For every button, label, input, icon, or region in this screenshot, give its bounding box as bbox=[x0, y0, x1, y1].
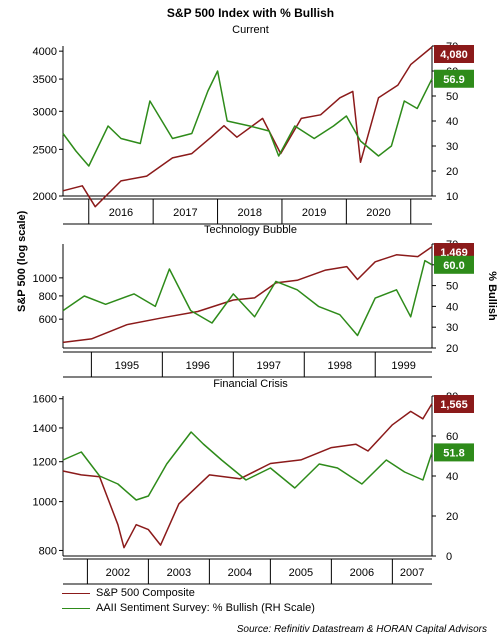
badge-label: 56.9 bbox=[443, 74, 464, 86]
legend-label: S&P 500 Composite bbox=[96, 587, 195, 599]
sp500-series-line bbox=[62, 46, 433, 208]
x-tick-label: 2004 bbox=[228, 567, 252, 579]
y-tick-label: 800 bbox=[39, 545, 57, 557]
y-tick-label: 3000 bbox=[33, 106, 57, 118]
y-tick-label: 1600 bbox=[33, 394, 57, 406]
x-tick-label: 2017 bbox=[173, 207, 197, 219]
legend-swatch bbox=[62, 608, 90, 609]
y-tick-label: 3500 bbox=[33, 74, 57, 86]
badge-label: 4,080 bbox=[440, 49, 468, 61]
panel-title-financial-crisis: Financial Crisis bbox=[213, 378, 288, 390]
legend-label: AAII Sentiment Survey: % Bullish (RH Sca… bbox=[96, 602, 315, 614]
sp500-value-badge bbox=[434, 45, 474, 63]
badge-label: 1,565 bbox=[440, 399, 468, 411]
y2-tick-label: 50 bbox=[446, 281, 458, 293]
x-tick-label: 2006 bbox=[350, 567, 374, 579]
x-tick-label: 2005 bbox=[289, 567, 313, 579]
x-tick-label: 1995 bbox=[115, 360, 139, 372]
x-tick-label: 2019 bbox=[302, 207, 326, 219]
y-tick-label: 1200 bbox=[33, 457, 57, 469]
y-tick-label: 2500 bbox=[33, 144, 57, 156]
badge-label: 60.0 bbox=[443, 260, 464, 272]
y2-tick-label: 40 bbox=[446, 116, 458, 128]
sp500-series-line bbox=[62, 246, 433, 344]
x-tick-label: 1997 bbox=[257, 360, 281, 372]
bullish-series-line bbox=[62, 259, 433, 337]
y2-tick-label: 60 bbox=[446, 431, 458, 443]
x-tick-label: 1996 bbox=[186, 360, 210, 372]
sp500-series-line bbox=[62, 403, 433, 549]
y2-tick-label: 30 bbox=[446, 141, 458, 153]
x-tick-label: 1998 bbox=[328, 360, 352, 372]
bullish-value-badge bbox=[434, 255, 474, 274]
y2-tick-label: 20 bbox=[446, 343, 458, 355]
bullish-series-line bbox=[62, 70, 433, 167]
left-axis-label: S&P 500 (log scale) bbox=[16, 210, 28, 312]
y2-tick-label: 10 bbox=[446, 191, 458, 203]
right-axis-label: % Bullish bbox=[486, 271, 498, 321]
bullish-value-badge bbox=[434, 443, 474, 462]
x-tick-label: 2016 bbox=[109, 207, 133, 219]
x-tick-label: 2018 bbox=[238, 207, 262, 219]
y-tick-label: 800 bbox=[39, 291, 57, 303]
badge-label: 51.8 bbox=[443, 447, 464, 459]
y-tick-label: 4000 bbox=[33, 46, 57, 58]
panel-title-technology-bubble: Technology Bubble bbox=[204, 224, 297, 236]
y-tick-label: 1400 bbox=[33, 423, 57, 435]
x-tick-label: 2003 bbox=[167, 567, 191, 579]
bullish-value-badge bbox=[434, 69, 474, 88]
y2-tick-label: 20 bbox=[446, 166, 458, 178]
chart-title: S&P 500 Index with % Bullish bbox=[166, 6, 335, 20]
y2-tick-label: 0 bbox=[446, 551, 452, 563]
legend-item-aaii: AAII Sentiment Survey: % Bullish (RH Sca… bbox=[62, 601, 315, 616]
x-tick-label: 2007 bbox=[400, 567, 424, 579]
y2-tick-label: 20 bbox=[446, 511, 458, 523]
legend: S&P 500 Composite AAII Sentiment Survey:… bbox=[62, 586, 315, 616]
legend-item-sp500: S&P 500 Composite bbox=[62, 586, 315, 601]
x-tick-label: 1999 bbox=[391, 360, 415, 372]
sp500-value-badge bbox=[434, 395, 474, 413]
legend-swatch bbox=[62, 593, 90, 594]
y2-tick-label: 30 bbox=[446, 322, 458, 334]
source-note: Source: Refinitiv Datastream & HORAN Cap… bbox=[236, 624, 487, 635]
y2-tick-label: 50 bbox=[446, 91, 458, 103]
x-tick-label: 2020 bbox=[366, 207, 390, 219]
chart-subtitle: Current bbox=[232, 24, 269, 36]
x-tick-label: 2002 bbox=[106, 567, 130, 579]
y-tick-label: 2000 bbox=[33, 191, 57, 203]
y2-tick-label: 40 bbox=[446, 301, 458, 313]
y-tick-label: 600 bbox=[39, 314, 57, 326]
y-tick-label: 1000 bbox=[33, 273, 57, 285]
y-tick-label: 1000 bbox=[33, 497, 57, 509]
y2-tick-label: 40 bbox=[446, 471, 458, 483]
bullish-series-line bbox=[62, 431, 433, 501]
